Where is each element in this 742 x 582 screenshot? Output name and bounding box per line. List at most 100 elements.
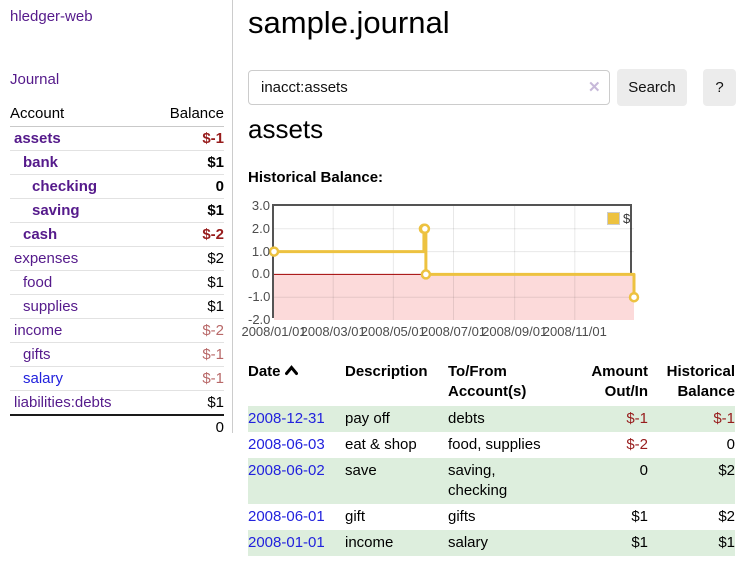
chart-legend: $ bbox=[607, 211, 630, 226]
transaction-date-link[interactable]: 2008-06-02 bbox=[248, 462, 325, 479]
transaction-description: income bbox=[345, 534, 394, 551]
account-link[interactable]: checking bbox=[32, 178, 98, 195]
transaction-balance: $2 bbox=[718, 508, 735, 525]
transaction-accounts: salary bbox=[448, 534, 489, 551]
account-link[interactable]: expenses bbox=[14, 250, 79, 267]
account-balance-table: Account Balance assets $-1 bank $1 check… bbox=[10, 102, 224, 439]
account-balance: $-2 bbox=[202, 226, 224, 243]
x-axis-tick-label: 2008/11/01 bbox=[542, 324, 607, 339]
account-balance: $1 bbox=[207, 154, 224, 171]
transaction-balance: $1 bbox=[718, 534, 735, 551]
x-axis-tick-label: 2008/01/01 bbox=[241, 324, 307, 339]
y-axis-tick-label: 3.0 bbox=[251, 198, 270, 213]
transaction-date-link[interactable]: 2008-06-03 bbox=[248, 436, 325, 453]
transaction-date-link[interactable]: 2008-12-31 bbox=[248, 410, 325, 427]
transaction-amount: $1 bbox=[631, 508, 648, 525]
account-link[interactable]: saving bbox=[32, 202, 80, 219]
account-link[interactable]: food bbox=[23, 274, 53, 291]
account-row: gifts $-1 bbox=[10, 342, 224, 367]
transaction-balance: $2 bbox=[718, 462, 735, 479]
page-title: sample.journal bbox=[248, 5, 450, 40]
y-axis-tick-label: -1.0 bbox=[248, 289, 271, 305]
register-row: 2008-01-01 income salary $1 $1 bbox=[248, 530, 735, 556]
help-button[interactable]: ? bbox=[703, 69, 736, 106]
account-link[interactable]: cash bbox=[23, 226, 58, 243]
sort-ascending-icon bbox=[284, 365, 298, 375]
account-balance: $1 bbox=[207, 298, 224, 315]
balance-column-header: Balance bbox=[149, 102, 224, 127]
sidebar-item-journal[interactable]: Journal bbox=[10, 71, 60, 88]
chart-series bbox=[268, 206, 640, 320]
search-form: ✕ Search ? bbox=[248, 69, 736, 106]
account-link[interactable]: bank bbox=[23, 154, 59, 171]
account-link[interactable]: income bbox=[14, 322, 63, 339]
transaction-amount: $-2 bbox=[626, 436, 648, 453]
account-row: cash $-2 bbox=[10, 222, 224, 247]
transaction-balance: 0 bbox=[726, 436, 735, 453]
account-row: assets $-1 bbox=[10, 126, 224, 151]
chart-title: Historical Balance: bbox=[248, 169, 384, 186]
transaction-description: pay off bbox=[345, 410, 390, 427]
transaction-date-link[interactable]: 2008-06-01 bbox=[248, 508, 325, 525]
account-link[interactable]: salary bbox=[23, 370, 64, 387]
register-row: 2008-06-03 eat & shop food, supplies $-2… bbox=[248, 432, 735, 458]
column-header-to/from: To/From Account(s) bbox=[448, 363, 527, 400]
app-brand-link[interactable]: hledger-web bbox=[10, 8, 93, 25]
y-axis-tick-label: -2.0 bbox=[248, 312, 271, 327]
transaction-amount: 0 bbox=[639, 462, 648, 479]
x-axis-tick-label: 2008/07/01 bbox=[420, 324, 487, 339]
register-row: 2008-12-31 pay off debts $-1 $-1 bbox=[248, 406, 735, 432]
column-header-date[interactable]: Date bbox=[248, 360, 345, 406]
account-row: checking 0 bbox=[10, 174, 224, 199]
account-row: bank $1 bbox=[10, 150, 224, 175]
search-input[interactable] bbox=[248, 70, 610, 105]
clear-search-icon[interactable]: ✕ bbox=[588, 79, 601, 96]
account-row: income $-2 bbox=[10, 318, 224, 343]
account-total-row: 0 bbox=[10, 414, 224, 439]
column-header-amount: Amount Out/In bbox=[591, 363, 648, 400]
account-balance: $1 bbox=[207, 274, 224, 291]
account-link[interactable]: gifts bbox=[23, 346, 51, 363]
transaction-description: eat & shop bbox=[345, 436, 417, 453]
account-row: expenses $2 bbox=[10, 246, 224, 271]
legend-label: $ bbox=[623, 211, 631, 226]
sidebar: hledger-web Journal Account Balance asse… bbox=[0, 0, 233, 439]
account-balance: $2 bbox=[207, 250, 224, 267]
account-row: liabilities:debts $1 bbox=[10, 390, 224, 416]
account-balance: $-2 bbox=[202, 322, 224, 339]
account-row: saving $1 bbox=[10, 198, 224, 223]
transaction-accounts: gifts bbox=[448, 508, 476, 525]
transaction-accounts: debts bbox=[448, 410, 485, 427]
account-balance: $-1 bbox=[202, 130, 224, 147]
transaction-accounts: food, supplies bbox=[448, 436, 541, 453]
historical-balance-chart: 3.0 2.0 1.0 0.0 -1.0 -2.0 2008/01/01 2008/03/0… bbox=[241, 198, 735, 343]
account-balance: $1 bbox=[207, 202, 224, 219]
transaction-amount: $-1 bbox=[626, 410, 648, 427]
transaction-date-link[interactable]: 2008-01-01 bbox=[248, 534, 325, 551]
x-axis-tick-label: 2008/05/01 bbox=[360, 324, 426, 339]
column-header-historical: Historical Balance bbox=[666, 363, 735, 400]
x-axis-tick-label: 2008/09/01 bbox=[482, 324, 548, 339]
account-row: salary $-1 bbox=[10, 366, 224, 391]
register-row: 2008-06-01 gift gifts $1 $2 bbox=[248, 504, 735, 530]
legend-swatch-icon bbox=[607, 212, 620, 225]
y-axis-tick-label: 1.0 bbox=[251, 243, 270, 259]
y-axis-tick-label: 0.0 bbox=[251, 266, 270, 282]
transaction-description: save bbox=[345, 462, 377, 479]
x-axis-tick-label: 2008/03/01 bbox=[300, 324, 366, 339]
y-axis-tick-label: 2.0 bbox=[251, 220, 270, 236]
transaction-balance: $-1 bbox=[713, 410, 735, 427]
account-row: supplies $1 bbox=[10, 294, 224, 319]
account-balance: $1 bbox=[207, 394, 224, 411]
transaction-amount: $1 bbox=[631, 534, 648, 551]
account-link[interactable]: liabilities:debts bbox=[14, 394, 112, 411]
register-table: Date Description To/From Account(s) Amount … bbox=[248, 360, 735, 556]
account-link[interactable]: supplies bbox=[23, 298, 79, 315]
transaction-accounts: saving, checking bbox=[448, 462, 508, 499]
account-link[interactable]: assets bbox=[14, 130, 61, 147]
account-balance: $-1 bbox=[202, 370, 224, 387]
account-column-header: Account bbox=[10, 102, 150, 127]
account-row: food $1 bbox=[10, 270, 224, 295]
register-row: 2008-06-02 save saving, checking 0 $2 bbox=[248, 458, 735, 504]
search-button[interactable]: Search bbox=[617, 69, 687, 106]
